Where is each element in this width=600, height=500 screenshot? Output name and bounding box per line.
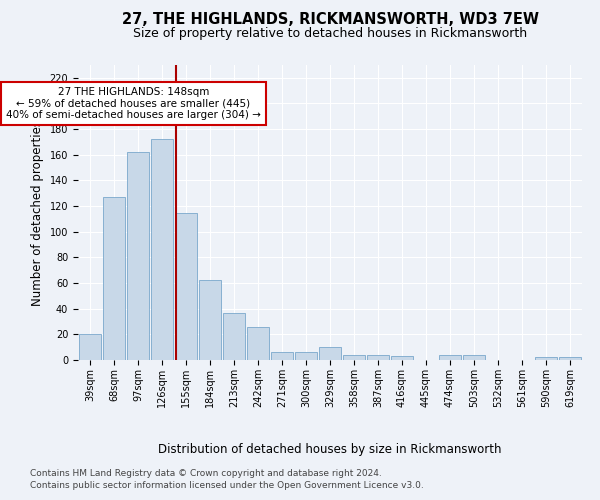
Bar <box>127 152 149 360</box>
Bar <box>223 312 245 360</box>
Bar <box>367 355 389 360</box>
Bar <box>175 212 197 360</box>
Bar <box>343 355 365 360</box>
Bar <box>103 197 125 360</box>
Bar <box>319 347 341 360</box>
Bar <box>463 355 485 360</box>
Text: 27, THE HIGHLANDS, RICKMANSWORTH, WD3 7EW: 27, THE HIGHLANDS, RICKMANSWORTH, WD3 7E… <box>121 12 539 28</box>
Bar <box>391 356 413 360</box>
Text: 27 THE HIGHLANDS: 148sqm
← 59% of detached houses are smaller (445)
40% of semi-: 27 THE HIGHLANDS: 148sqm ← 59% of detach… <box>6 87 260 120</box>
Bar <box>79 334 101 360</box>
Bar <box>199 280 221 360</box>
Bar <box>271 352 293 360</box>
Text: Distribution of detached houses by size in Rickmansworth: Distribution of detached houses by size … <box>158 442 502 456</box>
Bar <box>439 355 461 360</box>
Bar <box>247 326 269 360</box>
Bar <box>151 140 173 360</box>
Y-axis label: Number of detached properties: Number of detached properties <box>31 120 44 306</box>
Text: Contains public sector information licensed under the Open Government Licence v3: Contains public sector information licen… <box>30 481 424 490</box>
Text: Contains HM Land Registry data © Crown copyright and database right 2024.: Contains HM Land Registry data © Crown c… <box>30 468 382 477</box>
Bar <box>295 352 317 360</box>
Text: Size of property relative to detached houses in Rickmansworth: Size of property relative to detached ho… <box>133 28 527 40</box>
Bar <box>559 358 581 360</box>
Bar <box>535 358 557 360</box>
